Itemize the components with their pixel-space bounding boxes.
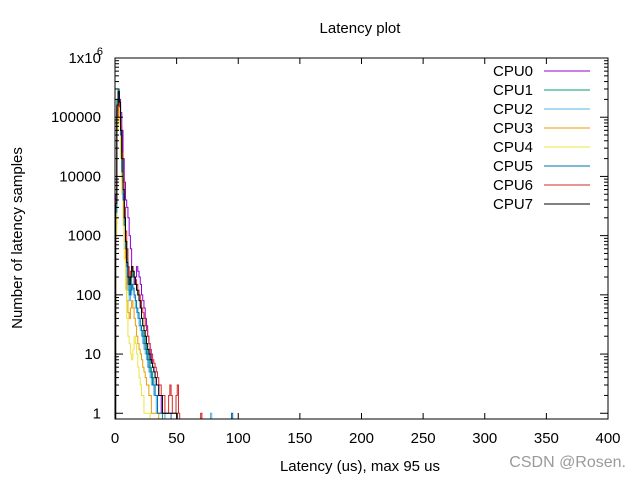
x-tick-label-350: 350 [534,430,559,447]
x-tick-label-200: 200 [349,430,374,447]
series-line-cpu2 [115,96,213,419]
tick-layer: 0 50 100 150 200 250 300 350 400 1 10 100 1000 10000 1… [51,46,621,447]
y-tick-label-100: 100 [76,287,101,304]
y-tick-label-1000000: 1x10 [68,50,101,67]
legend-label-cpu5: CPU5 [493,158,533,175]
y-tick-label-100000: 100000 [51,109,101,126]
y-tick-label-1000: 1000 [68,228,101,245]
y-tick-label-10000: 10000 [59,168,101,185]
legend-label-cpu2: CPU2 [493,101,533,118]
legend-label-cpu0: CPU0 [493,63,533,80]
legend-label-cpu6: CPU6 [493,177,533,194]
y-tick-label-10: 10 [84,346,101,363]
series-line-cpu6 [115,98,203,419]
chart-title: Latency plot [320,20,402,37]
plot-frame [114,57,609,420]
watermark: CSDN @Rosen. [509,454,626,471]
x-axis-label: Latency (us), max 95 us [280,458,440,475]
y-axis-label: Number of latency samples [9,147,26,329]
x-tick-label-250: 250 [411,430,436,447]
series-line-cpu0 [115,93,166,419]
x-tick-label-150: 150 [287,430,312,447]
legend-label-cpu7: CPU7 [493,196,533,213]
x-tick-label-0: 0 [111,430,119,447]
x-tick-label-50: 50 [168,430,185,447]
series-line-cpu7 [115,91,178,419]
x-tick-label-300: 300 [472,430,497,447]
x-tick-label-100: 100 [226,430,251,447]
legend-label-cpu3: CPU3 [493,120,533,137]
legend-label-cpu4: CPU4 [493,139,533,156]
series-layer [115,88,234,419]
legend-label-cpu1: CPU1 [493,82,533,99]
y-tick-exponent: 6 [97,46,103,58]
series-line-cpu5 [115,90,234,419]
legend: CPU0 CPU1 CPU2 CPU3 CPU4 CPU5 CPU6 CPU7 [493,63,590,213]
y-tick-label-1: 1 [93,405,101,422]
x-tick-label-400: 400 [595,430,620,447]
series-line-cpu4 [115,106,151,419]
